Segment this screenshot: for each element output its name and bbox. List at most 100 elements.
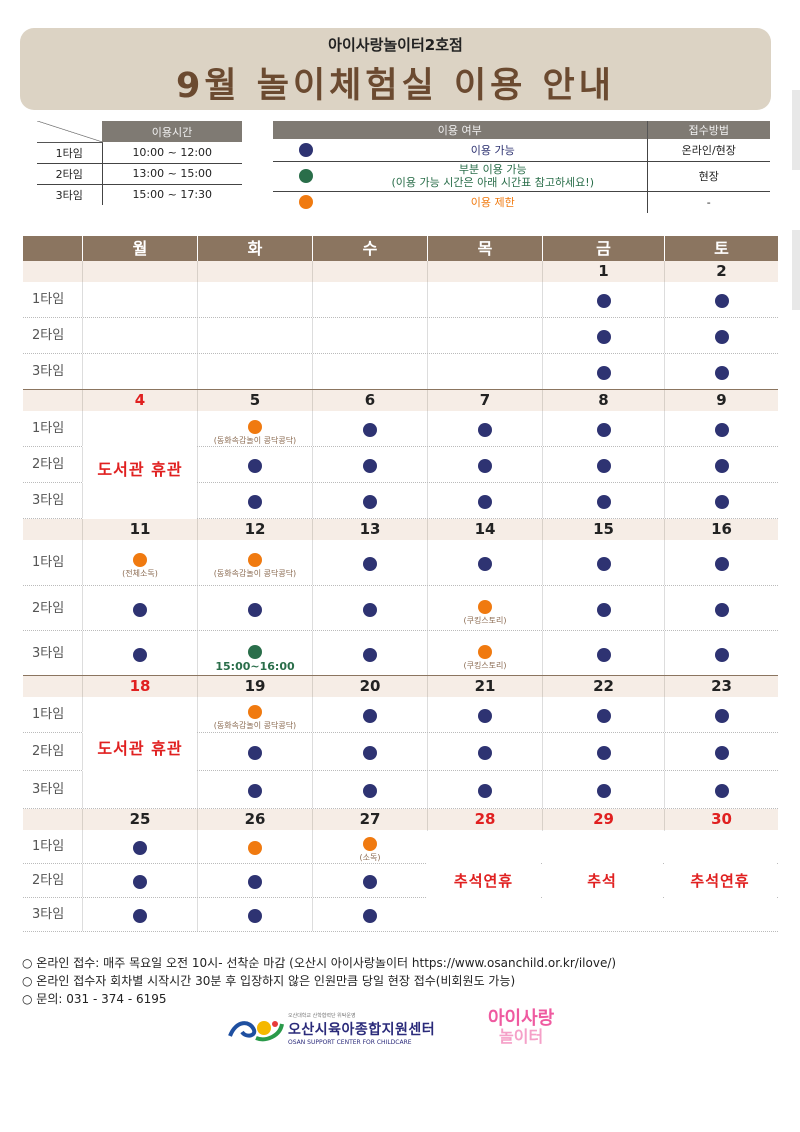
edge-mark <box>792 90 800 170</box>
available-dot-icon <box>248 783 262 798</box>
available-dot-icon <box>363 708 377 723</box>
logo-english: OSAN SUPPORT CENTER FOR CHILDCARE <box>288 1039 412 1046</box>
legend-text-partial: 부분 이용 가능 (이용 가능 시간은 아래 시간표 참고하세요!) <box>339 161 647 192</box>
available-dot-icon <box>363 494 377 509</box>
diagonal-header-cell <box>37 121 102 143</box>
restricted-dot-icon <box>299 195 313 210</box>
calendar-header: 월 화 수 목 금 토 <box>23 236 778 261</box>
date-cell: 9 <box>664 390 778 411</box>
available-dot-icon <box>714 708 729 723</box>
date-cell: 28 <box>427 809 542 830</box>
time-row: 1타임 (동화속감놀이 콩닥콩닥) <box>23 697 778 733</box>
available-dot-icon <box>248 745 262 760</box>
time-row-label: 1타임 <box>32 707 65 722</box>
legend-usage-header: 이용 여부 <box>273 121 647 139</box>
available-dot-icon <box>596 293 611 308</box>
available-dot-icon <box>478 783 492 798</box>
date-cell: 14 <box>427 519 542 540</box>
date-row: 4 5 6 7 8 9 <box>23 390 778 411</box>
date-cell: 5 <box>197 390 312 411</box>
legend-method: 현장 <box>646 161 770 192</box>
day-header: 월 <box>82 236 197 261</box>
osan-center-logo: 오산대학교 산학협력단 위탁운영 오산시육아종합지원센터 OSAN SUPPOR… <box>226 1012 435 1046</box>
time-row-label: 1타임 <box>32 421 65 436</box>
available-dot-icon <box>299 142 313 157</box>
available-dot-icon <box>363 908 377 923</box>
available-dot-icon <box>478 458 492 473</box>
program-note: (쿠킹스토리) <box>463 616 507 625</box>
note-onsite: 온라인 접수자 회차별 시작시간 30분 후 입장하지 않은 인원만큼 당일 현… <box>36 974 516 988</box>
time-row-label: 1타임 <box>32 839 65 854</box>
time-table-header: 이용시간 <box>102 121 242 142</box>
note-contact: 문의: 031 - 374 - 6195 <box>36 992 167 1006</box>
time-row-label: 3타임 <box>32 364 65 379</box>
legend-method: - <box>646 191 770 213</box>
time-row: 3타임 <box>23 898 778 932</box>
day-header: 목 <box>427 236 542 261</box>
holiday-notice: 추석연휴 <box>664 831 776 931</box>
available-dot-icon <box>248 458 262 473</box>
date-cell: 21 <box>427 676 542 697</box>
available-dot-icon <box>478 708 492 723</box>
program-note: (동화속감놀이 콩닥콩닥) <box>213 569 297 578</box>
available-dot-icon <box>714 783 729 798</box>
time-row-label: 2타임 <box>32 328 65 343</box>
partial-dot-icon <box>248 644 262 659</box>
available-dot-icon <box>248 874 262 889</box>
legend-method: 온라인/현장 <box>646 139 770 162</box>
title-banner: 아이사랑놀이터2호점 9월 놀이체험실 이용 안내 <box>20 28 771 110</box>
date-cell: 8 <box>542 390 664 411</box>
logo2-line1: 아이사랑 <box>488 1008 555 1029</box>
playground-logo: 아이사랑 놀이터 <box>488 1010 554 1046</box>
legend-method-header: 접수방법 <box>646 121 770 139</box>
time-label: 3타임 <box>37 184 103 205</box>
date-cell: 13 <box>312 519 427 540</box>
available-dot-icon <box>363 422 377 437</box>
calendar-week: 25 26 27 28 29 30 1타임 (소독) 2타임 3타임 <box>23 809 778 932</box>
restricted-dot-icon <box>248 840 262 855</box>
available-dot-icon <box>478 556 492 571</box>
program-note: (전체소독) <box>122 569 158 578</box>
available-dot-icon <box>363 556 377 571</box>
available-dot-icon <box>478 494 492 509</box>
available-dot-icon <box>363 458 377 473</box>
date-cell: 6 <box>312 390 427 411</box>
available-dot-icon <box>596 458 611 473</box>
restricted-dot-icon <box>248 704 262 719</box>
legend-subtext: (이용 가능 시간은 아래 시간표 참고하세요!) <box>391 176 594 189</box>
time-row-label: 2타임 <box>32 873 65 888</box>
legend-text: 부분 이용 가능 <box>458 163 527 176</box>
available-dot-icon <box>596 329 611 344</box>
date-cell: 16 <box>664 519 778 540</box>
date-cell: 12 <box>197 519 312 540</box>
available-dot-icon <box>596 365 611 380</box>
day-header: 토 <box>664 236 778 261</box>
program-note: (동화속감놀이 콩닥콩닥) <box>213 436 297 445</box>
available-dot-icon <box>133 602 147 617</box>
calendar-week: 11 12 13 14 15 16 1타임 (전체소독) (동화속감놀이 콩닥콩… <box>23 519 778 676</box>
time-row: 2타임 (쿠킹스토리) <box>23 586 778 631</box>
time-row: 2타임 <box>23 447 778 483</box>
time-row-label: 3타임 <box>32 493 65 508</box>
branch-name: 아이사랑놀이터2호점 <box>328 36 463 54</box>
date-cell: 22 <box>542 676 664 697</box>
date-cell: 30 <box>664 809 778 830</box>
time-value: 13:00 ~ 15:00 <box>102 163 242 185</box>
day-header: 금 <box>542 236 664 261</box>
calendar: 월 화 수 목 금 토 1 2 1타임 2타임 3타임 <box>23 236 778 932</box>
available-dot-icon <box>133 840 147 855</box>
time-label: 1타임 <box>37 142 103 164</box>
restricted-dot-icon <box>363 836 377 851</box>
time-row-label: 2타임 <box>32 744 65 759</box>
time-row-label: 1타임 <box>32 292 65 307</box>
note-online: 온라인 접수: 매주 목요일 오전 10시- 선착순 마감 (오산시 아이사랑놀… <box>36 956 617 970</box>
program-note: (소독) <box>359 853 381 862</box>
date-cell: 23 <box>664 676 778 697</box>
available-dot-icon <box>596 708 611 723</box>
available-dot-icon <box>596 556 611 571</box>
restricted-dot-icon <box>248 552 262 567</box>
available-dot-icon <box>363 783 377 798</box>
time-row: 2타임 <box>23 318 778 354</box>
date-row: 25 26 27 28 29 30 <box>23 809 778 830</box>
time-table: 이용시간 1타임 10:00 ~ 12:00 2타임 13:00 ~ 15:00… <box>37 121 242 205</box>
